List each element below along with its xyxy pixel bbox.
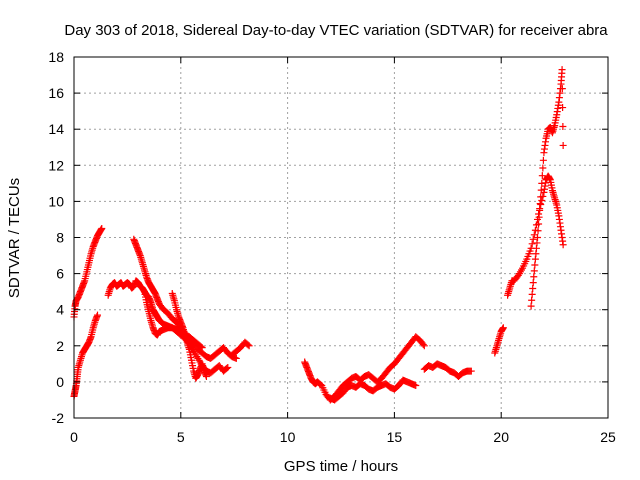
data-point — [535, 220, 543, 228]
data-point — [528, 296, 536, 304]
y-tick-label: 4 — [56, 302, 64, 318]
chart-title: Day 303 of 2018, Sidereal Day-to-day VTE… — [64, 22, 608, 39]
x-tick-label: 15 — [387, 429, 403, 445]
data-point — [93, 311, 101, 319]
y-tick-label: 16 — [48, 85, 64, 101]
y-tick-label: 10 — [48, 193, 64, 209]
axis-ticks: 0 5 10 15 20 25 -2 0 2 4 6 8 10 12 14 16 18 — [48, 49, 616, 445]
series-trace-13 — [527, 66, 567, 310]
data-point — [535, 213, 543, 221]
data-point — [539, 164, 547, 172]
series-trace-9 — [326, 376, 420, 404]
data-point — [420, 342, 428, 350]
data-point — [412, 382, 420, 390]
data-point — [537, 186, 545, 194]
data-point — [530, 273, 538, 281]
series-trace-7 — [228, 338, 253, 359]
data-point — [232, 354, 240, 362]
data-point — [559, 104, 567, 112]
data-point — [528, 240, 536, 248]
x-tick-label: 25 — [600, 429, 616, 445]
data-point — [530, 267, 538, 275]
y-tick-label: 6 — [56, 266, 64, 282]
y-tick-label: -2 — [52, 410, 65, 426]
data-point — [223, 364, 231, 372]
y-tick-label: 18 — [48, 49, 64, 65]
data-point — [559, 122, 567, 130]
data-point — [538, 172, 546, 180]
data-point — [499, 324, 507, 332]
y-axis-label: SDTVAR / TECUs — [6, 178, 23, 298]
data-point — [98, 224, 106, 232]
x-tick-label: 5 — [177, 429, 185, 445]
x-tick-label: 20 — [493, 429, 509, 445]
data-point — [559, 241, 567, 249]
data-point — [536, 200, 544, 208]
y-tick-label: 12 — [48, 157, 64, 173]
y-tick-label: 0 — [56, 374, 64, 390]
data-point — [528, 290, 536, 298]
data-point — [537, 193, 545, 201]
series-trace-12 — [504, 172, 567, 299]
series-trace-1 — [70, 224, 106, 321]
grid — [74, 57, 608, 418]
series-trace-8 — [301, 333, 428, 404]
data-point — [527, 302, 535, 310]
data-point — [536, 206, 544, 214]
data-point — [558, 85, 566, 93]
data-point — [419, 340, 427, 348]
data-point — [534, 234, 542, 241]
data-point — [539, 156, 547, 164]
data-point — [538, 196, 546, 204]
x-tick-label: 0 — [70, 429, 78, 445]
data-point — [529, 235, 537, 243]
x-tick-label: 10 — [280, 429, 296, 445]
data-point — [531, 261, 539, 269]
y-tick-label: 14 — [48, 121, 64, 137]
y-tick-label: 8 — [56, 230, 64, 246]
series-trace-11 — [491, 324, 507, 357]
data-point — [245, 342, 253, 350]
y-tick-label: 2 — [56, 338, 64, 354]
data-points — [70, 66, 567, 404]
series-trace-10 — [420, 360, 475, 380]
data-point — [202, 372, 210, 380]
data-point — [529, 279, 537, 287]
data-point — [244, 341, 252, 349]
series-trace-3 — [104, 277, 206, 352]
data-point — [538, 179, 546, 187]
data-point — [559, 141, 567, 149]
series-trace-6 — [168, 289, 210, 382]
x-axis-label: GPS time / hours — [284, 458, 398, 475]
data-point — [529, 284, 537, 292]
data-point — [224, 363, 232, 371]
series-trace-2 — [70, 311, 101, 400]
data-point — [558, 66, 566, 74]
data-point — [467, 367, 475, 375]
data-point — [534, 227, 542, 235]
